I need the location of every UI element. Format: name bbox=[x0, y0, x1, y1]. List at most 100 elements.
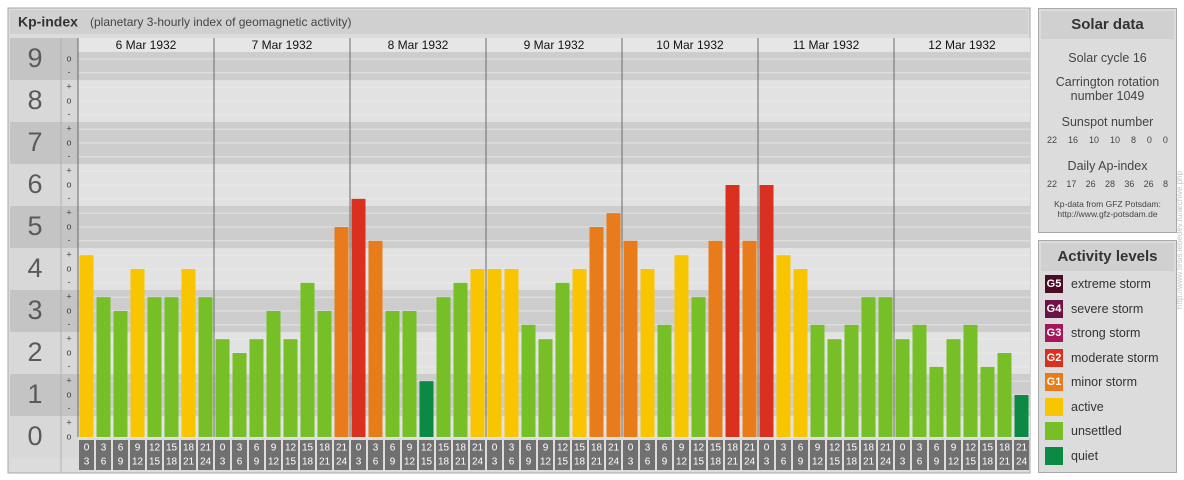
bar bbox=[453, 282, 468, 437]
hour-cell bbox=[606, 440, 621, 470]
hour-label: 6 bbox=[509, 457, 515, 468]
bar bbox=[419, 381, 434, 437]
hour-label: 3 bbox=[220, 457, 226, 468]
hour-label: 0 bbox=[492, 443, 498, 454]
hour-label: 9 bbox=[951, 443, 957, 454]
hour-cell bbox=[300, 440, 315, 470]
hour-label: 0 bbox=[84, 443, 90, 454]
bar bbox=[232, 353, 247, 437]
minor-tick-label: + bbox=[66, 124, 71, 134]
bar bbox=[793, 269, 808, 437]
hour-cell bbox=[895, 440, 910, 470]
hour-label: 18 bbox=[982, 457, 994, 468]
bar bbox=[300, 282, 315, 437]
hour-label: 12 bbox=[812, 457, 824, 468]
hour-label: 9 bbox=[254, 457, 260, 468]
bar bbox=[198, 297, 213, 437]
hour-cell bbox=[181, 440, 196, 470]
hour-cell bbox=[878, 440, 893, 470]
minor-tick-label: - bbox=[68, 319, 71, 329]
bar bbox=[283, 339, 298, 437]
legend-swatch: G3 bbox=[1045, 324, 1063, 342]
hour-label: 3 bbox=[764, 457, 770, 468]
day-header bbox=[350, 38, 486, 52]
hour-cell bbox=[572, 440, 587, 470]
number: 0 bbox=[1146, 135, 1152, 145]
kp-band bbox=[78, 416, 1030, 437]
hour-label: 9 bbox=[662, 457, 668, 468]
hour-label: 0 bbox=[900, 443, 906, 454]
bar bbox=[436, 297, 451, 437]
hour-label: 21 bbox=[999, 457, 1011, 468]
hour-label: 3 bbox=[84, 457, 90, 468]
hour-cell bbox=[283, 440, 298, 470]
label-band bbox=[10, 290, 78, 332]
day-label: 7 Mar 1932 bbox=[252, 38, 313, 52]
bar bbox=[997, 353, 1012, 437]
bar bbox=[572, 269, 587, 437]
y-tick-label: 5 bbox=[27, 211, 42, 241]
levels-title: Activity levels bbox=[1041, 243, 1174, 271]
label-band bbox=[10, 332, 78, 374]
hour-label: 24 bbox=[880, 457, 892, 468]
hour-label: 3 bbox=[781, 443, 787, 454]
hour-label: 21 bbox=[591, 457, 603, 468]
levels-panel: Activity levels G5 extreme storm G4 severe … bbox=[1038, 240, 1177, 473]
minor-tick-label: + bbox=[66, 250, 71, 260]
hour-cell bbox=[317, 440, 332, 470]
bar bbox=[266, 311, 281, 437]
bar bbox=[385, 311, 400, 437]
hour-cell bbox=[776, 440, 791, 470]
hour-cell bbox=[79, 440, 94, 470]
ap-title: Daily Ap-index bbox=[1067, 159, 1148, 173]
bar bbox=[895, 339, 910, 437]
bar bbox=[402, 311, 417, 437]
minor-tick-label: - bbox=[68, 277, 71, 287]
hour-cell bbox=[113, 440, 128, 470]
bar bbox=[946, 339, 961, 437]
hour-cell bbox=[419, 440, 434, 470]
hour-cell bbox=[555, 440, 570, 470]
bar bbox=[181, 269, 196, 437]
legend-item: G2 moderate storm bbox=[1045, 348, 1159, 368]
label-band bbox=[10, 38, 78, 80]
hour-cell bbox=[929, 440, 944, 470]
hour-label: 18 bbox=[319, 443, 331, 454]
hour-label: 12 bbox=[829, 443, 841, 454]
bar bbox=[878, 297, 893, 437]
legend-swatch bbox=[1045, 446, 1063, 465]
hour-cell bbox=[725, 440, 740, 470]
hour-label: 18 bbox=[999, 443, 1011, 454]
legend-code: G2 bbox=[1046, 351, 1062, 364]
minor-tick-label: + bbox=[66, 208, 71, 218]
minor-tick-label: - bbox=[68, 235, 71, 245]
hour-label: 21 bbox=[744, 443, 756, 454]
hour-label: 12 bbox=[948, 457, 960, 468]
y-tick-label: 0 bbox=[27, 421, 42, 451]
hour-label: 6 bbox=[934, 443, 940, 454]
hour-cell bbox=[980, 440, 995, 470]
sunspot-row: 22 16 10 10 8 0 0 bbox=[1039, 135, 1176, 145]
bar bbox=[759, 185, 774, 437]
hour-label: 9 bbox=[390, 457, 396, 468]
legend-label: extreme storm bbox=[1071, 277, 1151, 291]
hour-label: 6 bbox=[118, 443, 124, 454]
number: 28 bbox=[1104, 179, 1115, 189]
bar bbox=[317, 311, 332, 437]
bar bbox=[521, 324, 536, 437]
bar bbox=[79, 255, 94, 437]
hour-label: 21 bbox=[608, 443, 620, 454]
label-band bbox=[10, 206, 78, 248]
minor-tick-label: - bbox=[68, 193, 71, 203]
bar bbox=[96, 297, 111, 437]
hour-label: 18 bbox=[727, 443, 739, 454]
bar bbox=[929, 366, 944, 437]
bar bbox=[844, 324, 859, 437]
legend-label: unsettled bbox=[1071, 424, 1122, 438]
hour-label: 12 bbox=[421, 443, 433, 454]
hour-label: 21 bbox=[183, 457, 195, 468]
hour-cell bbox=[691, 440, 706, 470]
hour-cell bbox=[487, 440, 502, 470]
minor-tick-label: o bbox=[66, 179, 71, 189]
